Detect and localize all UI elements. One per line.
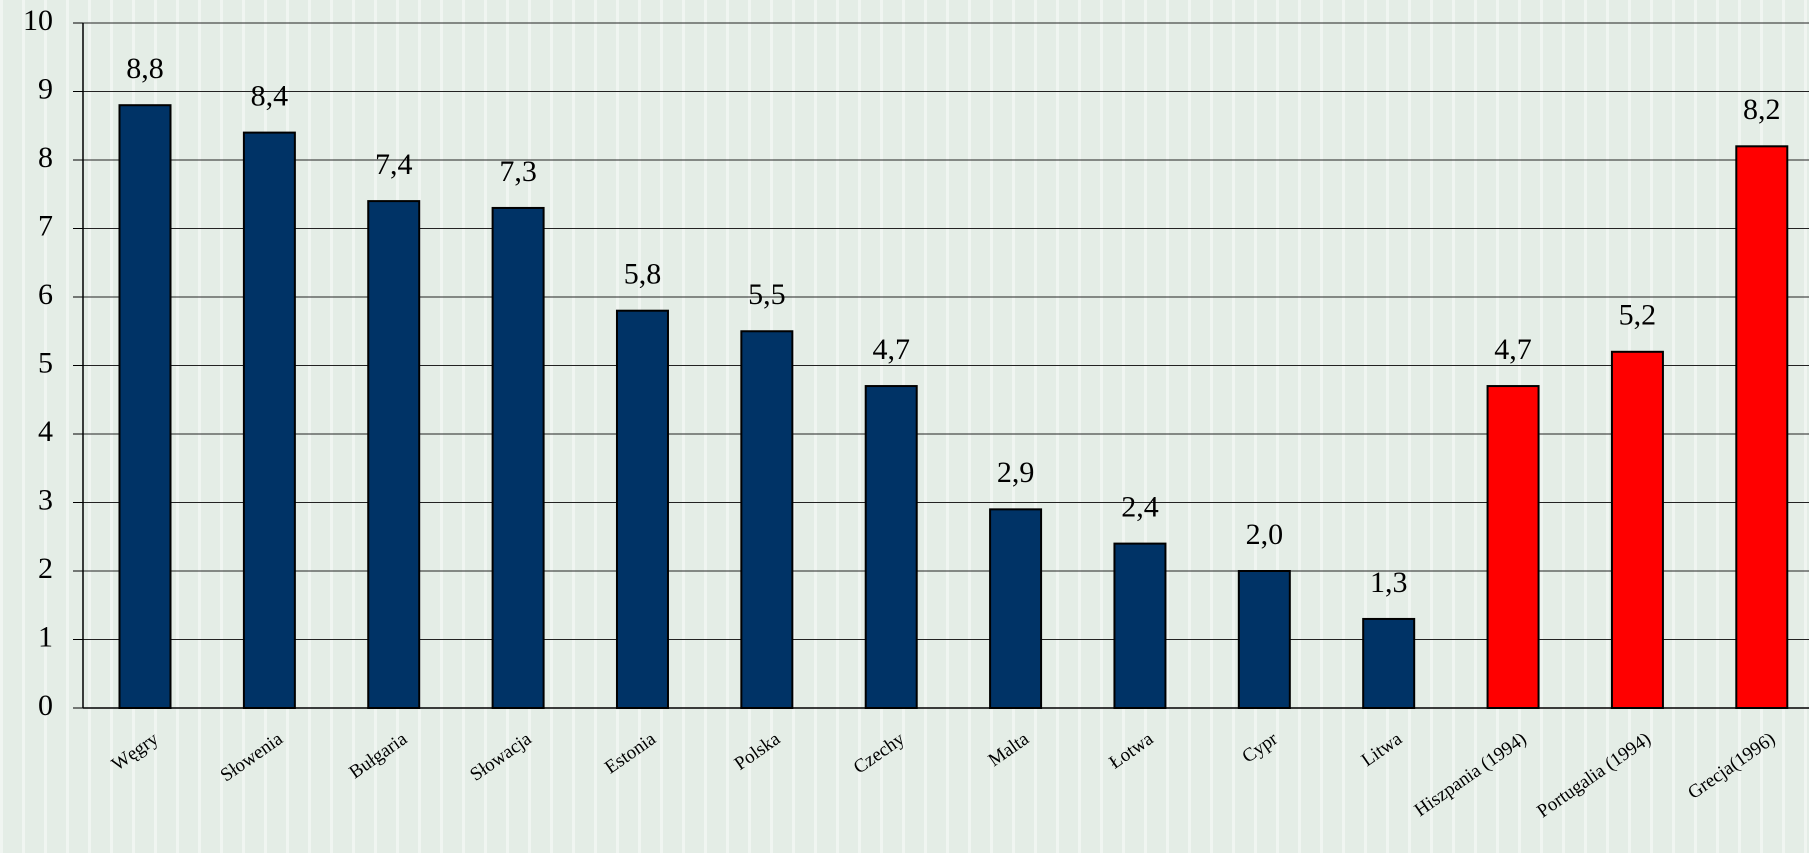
x-tick-label: Portugalia (1994) xyxy=(1533,728,1654,822)
x-tick-label: Słowenia xyxy=(217,728,287,786)
bar xyxy=(1735,145,1789,710)
y-tick-label: 8 xyxy=(38,141,53,174)
value-label: 8,8 xyxy=(126,52,164,85)
bar xyxy=(740,330,794,709)
x-tick-label: Litwa xyxy=(1358,728,1407,771)
bar xyxy=(118,104,172,709)
y-tick-label: 0 xyxy=(38,689,53,722)
x-tick-label: Czechy xyxy=(850,728,909,778)
y-tick-label: 5 xyxy=(38,346,53,379)
x-tick-label: Hiszpania (1994) xyxy=(1411,728,1531,821)
value-label: 8,2 xyxy=(1743,93,1781,126)
x-tick-label: Estonia xyxy=(601,728,660,778)
y-tick-label: 3 xyxy=(38,483,53,516)
value-label: 1,3 xyxy=(1370,566,1408,599)
value-label: 2,9 xyxy=(997,456,1035,489)
bar xyxy=(864,385,918,709)
value-label: 5,5 xyxy=(748,278,786,311)
value-label: 8,4 xyxy=(251,79,289,112)
x-tick-label: Malta xyxy=(985,728,1034,771)
bar xyxy=(989,508,1043,709)
value-label: 5,8 xyxy=(624,258,662,291)
y-tick-label: 4 xyxy=(38,415,53,448)
value-label: 7,4 xyxy=(375,148,413,181)
bar xyxy=(491,206,545,709)
bar xyxy=(1486,385,1540,709)
y-tick-label: 1 xyxy=(38,620,53,653)
x-tick-label: Słowacja xyxy=(466,728,536,785)
bar xyxy=(242,131,296,710)
y-tick-label: 6 xyxy=(38,278,53,311)
x-tick-label: Bułgaria xyxy=(345,728,411,783)
x-tick-label: Węgry xyxy=(108,728,163,775)
x-tick-label: Cypr xyxy=(1239,728,1283,767)
bar xyxy=(1362,617,1416,710)
bar xyxy=(1113,542,1167,709)
value-label: 4,7 xyxy=(872,333,910,366)
bar xyxy=(1610,350,1664,709)
value-label: 2,0 xyxy=(1246,518,1284,551)
y-tick-label: 10 xyxy=(23,4,53,37)
y-tick-label: 7 xyxy=(38,209,53,242)
x-tick-label: Łotwa xyxy=(1106,728,1158,773)
value-label: 5,2 xyxy=(1619,299,1657,332)
value-label: 2,4 xyxy=(1121,490,1159,523)
x-tick-label: Grecja(1996) xyxy=(1684,728,1779,803)
bar xyxy=(615,309,669,709)
y-tick-label: 2 xyxy=(38,552,53,585)
x-tick-label: Polska xyxy=(731,728,785,775)
y-tick-label: 9 xyxy=(38,72,53,105)
bar xyxy=(367,200,421,709)
bar xyxy=(1237,570,1291,709)
value-label: 7,3 xyxy=(499,155,537,188)
value-label: 4,7 xyxy=(1494,333,1532,366)
